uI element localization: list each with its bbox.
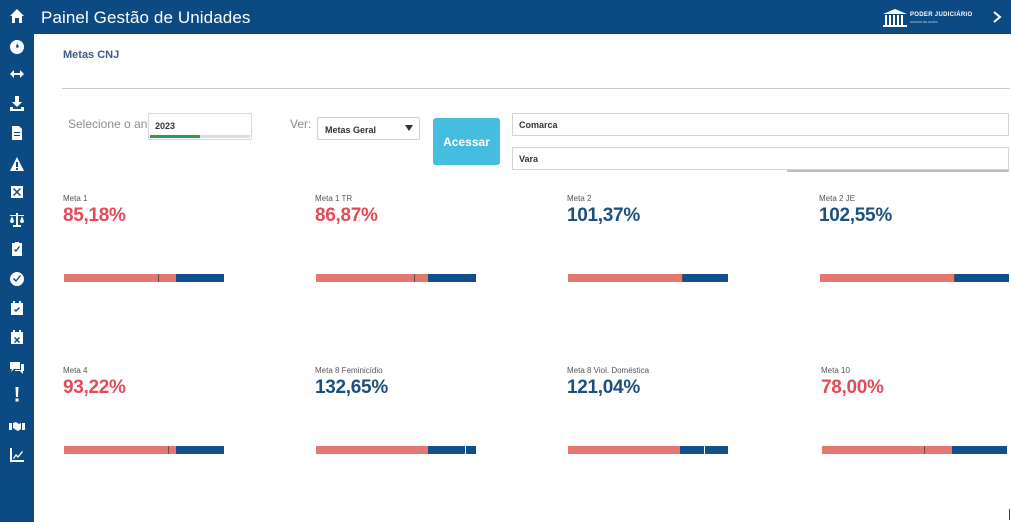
caret-down-icon — [405, 125, 413, 131]
home-icon[interactable] — [7, 7, 27, 25]
meta-progress-bar — [568, 446, 728, 454]
progress-segment-realized — [822, 446, 952, 454]
meta-name: Meta 4 — [63, 366, 88, 375]
progress-marker — [704, 446, 705, 454]
progress-segment-target — [428, 446, 476, 454]
meta-value: 121,04% — [567, 377, 640, 398]
progress-marker — [465, 446, 466, 454]
view-select-value: Metas Geral — [325, 125, 377, 135]
meta-card[interactable]: Meta 10 78,00% — [821, 366, 1011, 476]
arrows-horizontal-icon[interactable] — [7, 65, 27, 83]
chevron-right-icon[interactable] — [987, 6, 1007, 28]
progress-segment-realized — [64, 274, 176, 282]
comarca-field[interactable]: Comarca — [512, 113, 1009, 136]
meta-progress-bar — [64, 274, 224, 282]
meta-card[interactable]: Meta 8 Feminicídio 132,65% — [315, 366, 515, 476]
brand-text: PODER JUDICIÁRIO — [910, 12, 973, 18]
courthouse-icon — [883, 9, 907, 27]
progress-segment-realized — [316, 446, 428, 454]
top-header: Painel Gestão de Unidades PODER JUDICIÁR… — [34, 0, 1011, 34]
divider — [62, 88, 1010, 89]
meta-value: 132,65% — [315, 377, 388, 398]
meta-card[interactable]: Meta 1 TR 86,87% — [315, 194, 515, 304]
progress-marker — [682, 274, 683, 282]
meta-progress-bar — [316, 446, 476, 454]
meta-value: 101,37% — [567, 205, 640, 226]
calendar-x-icon[interactable] — [7, 328, 27, 346]
sidebar — [0, 0, 34, 522]
download-icon[interactable] — [7, 94, 27, 112]
warning-icon[interactable] — [7, 155, 27, 173]
meta-name: Meta 10 — [821, 366, 850, 375]
meta-card[interactable]: Meta 1 85,18% — [63, 194, 263, 304]
meta-value: 102,55% — [819, 205, 892, 226]
year-value: 2023 — [155, 121, 176, 131]
progress-segment-target — [952, 446, 1007, 454]
meta-progress-bar — [820, 274, 1009, 282]
document-icon[interactable] — [7, 124, 27, 142]
page-title: Painel Gestão de Unidades — [41, 8, 251, 27]
brand-subtext: ESTADO DE GOIÁS — [910, 20, 938, 24]
meta-value: 93,22% — [63, 377, 126, 398]
comarca-value: Comarca — [519, 120, 558, 130]
progress-segment-target — [176, 446, 224, 454]
meta-name: Meta 1 — [63, 194, 88, 203]
year-label: Selecione o ano: — [68, 117, 158, 131]
meta-progress-bar — [822, 446, 1007, 454]
chart-line-icon[interactable] — [7, 446, 27, 464]
meta-name: Meta 8 Feminicídio — [315, 366, 383, 375]
meta-progress-bar — [64, 446, 224, 454]
progress-marker — [168, 446, 169, 454]
progress-segment-target — [954, 274, 1009, 282]
check-circle-icon[interactable] — [7, 270, 27, 288]
progress-segment-realized — [568, 446, 680, 454]
progress-marker — [924, 446, 925, 454]
meta-card[interactable]: Meta 2 JE 102,55% — [819, 194, 1011, 304]
year-progress-fill — [150, 135, 200, 138]
dashboard-icon[interactable] — [7, 37, 27, 55]
progress-marker — [414, 274, 415, 282]
progress-marker — [954, 274, 955, 282]
vara-field[interactable]: Vara — [512, 147, 1009, 170]
text-cursor — [1009, 509, 1010, 520]
calendar-check-icon[interactable] — [7, 299, 27, 317]
progress-segment-realized — [820, 274, 954, 282]
clipboard-check-icon[interactable] — [7, 240, 27, 258]
progress-segment-realized — [568, 274, 682, 282]
meta-name: Meta 2 JE — [819, 194, 856, 203]
year-progress-track — [150, 135, 250, 138]
view-select[interactable]: Metas Geral — [317, 117, 420, 140]
progress-segment-realized — [64, 446, 176, 454]
meta-name: Meta 8 Viol. Doméstica — [567, 366, 650, 375]
progress-segment-target — [428, 274, 476, 282]
meta-card[interactable]: Meta 2 101,37% — [567, 194, 767, 304]
meta-progress-bar — [316, 274, 476, 282]
meta-value: 85,18% — [63, 205, 126, 226]
progress-marker — [158, 274, 159, 282]
exclamation-icon[interactable] — [7, 385, 27, 403]
vara-field-underline — [787, 170, 1009, 172]
chat-icon[interactable] — [7, 358, 27, 376]
vara-value: Vara — [519, 154, 539, 164]
progress-segment-target — [176, 274, 224, 282]
meta-progress-bar — [568, 274, 728, 282]
year-input[interactable]: 2023 — [148, 113, 252, 140]
meta-value: 86,87% — [315, 205, 378, 226]
meta-card[interactable]: Meta 8 Viol. Doméstica 121,04% — [567, 366, 767, 476]
view-label: Ver: — [290, 117, 312, 131]
scale-icon[interactable] — [7, 211, 27, 229]
breadcrumb[interactable]: Metas CNJ — [63, 49, 120, 61]
meta-name: Meta 1 TR — [315, 194, 353, 203]
progress-segment-target — [682, 274, 728, 282]
progress-segment-realized — [316, 274, 428, 282]
handshake-icon[interactable] — [7, 417, 27, 435]
meta-name: Meta 2 — [567, 194, 592, 203]
close-box-icon[interactable] — [7, 183, 27, 201]
meta-value: 78,00% — [821, 377, 884, 398]
brand-logo: PODER JUDICIÁRIO ESTADO DE GOIÁS — [882, 8, 992, 28]
meta-card[interactable]: Meta 4 93,22% — [63, 366, 263, 476]
acessar-button[interactable]: Acessar — [433, 118, 500, 165]
